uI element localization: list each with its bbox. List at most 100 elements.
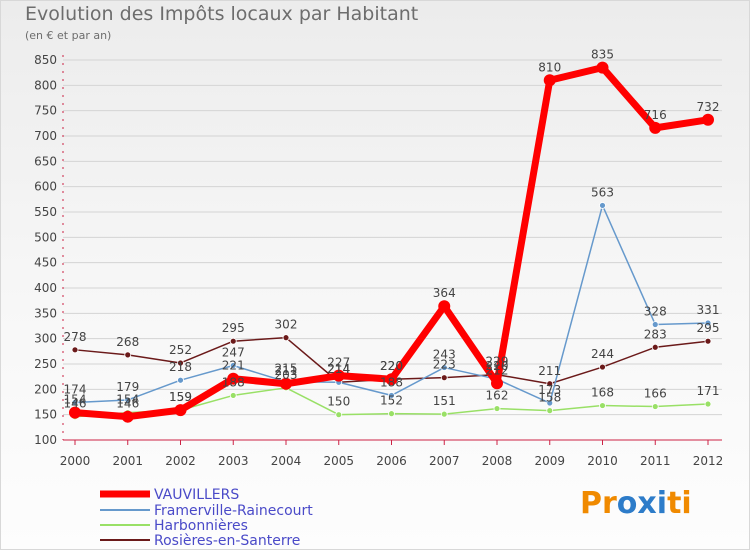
x-tick-label: 2009 — [534, 454, 565, 468]
data-point-vauvillers — [174, 404, 187, 417]
proxiti-logo: Proxiti — [580, 486, 692, 521]
legend-label: Framerville-Rainecourt — [154, 503, 313, 519]
data-point-framerville-rainecourt — [704, 319, 712, 327]
data-point-rosieres-en-santerre — [282, 334, 290, 342]
x-tick-label: 2007 — [429, 454, 460, 468]
data-label-rosieres-en-santerre: 244 — [591, 347, 614, 361]
data-label-vauvillers: 212 — [486, 363, 509, 377]
data-label-rosieres-en-santerre: 229 — [486, 355, 509, 369]
data-label-harbonnieres: 154 — [116, 393, 139, 407]
x-tick-label: 2008 — [482, 454, 513, 468]
data-point-rosieres-en-santerre — [229, 337, 237, 345]
data-label-framerville-rainecourt: 220 — [486, 359, 509, 373]
data-point-framerville-rainecourt — [651, 321, 659, 328]
y-tick-label: 100 — [34, 433, 57, 447]
data-point-framerville-rainecourt — [599, 202, 606, 209]
x-tick-label: 2002 — [165, 454, 196, 468]
x-tick-label: 2012 — [693, 454, 724, 468]
y-tick-label: 700 — [34, 129, 57, 143]
data-label-framerville-rainecourt: 188 — [380, 375, 403, 389]
legend-label: VAUVILLERS — [154, 487, 239, 503]
data-point-vauvillers — [280, 377, 292, 390]
data-point-vauvillers — [332, 369, 345, 382]
data-point-harbonnieres — [335, 411, 343, 419]
data-point-framerville-rainecourt — [177, 376, 184, 384]
x-tick-label: 2000 — [60, 454, 91, 468]
data-label-harbonnieres: 188 — [222, 375, 245, 389]
data-point-rosieres-en-santerre — [440, 374, 448, 382]
y-tick-label: 650 — [34, 154, 57, 168]
legend-label: Harbonnières — [154, 518, 248, 534]
data-label-framerville-rainecourt: 328 — [644, 304, 667, 318]
data-label-rosieres-en-santerre: 302 — [275, 318, 298, 332]
y-tick-label: 750 — [34, 104, 57, 118]
data-label-vauvillers: 220 — [380, 359, 403, 373]
data-point-rosieres-en-santerre — [599, 363, 606, 371]
data-point-vauvillers — [69, 406, 81, 419]
data-label-vauvillers: 221 — [222, 359, 245, 373]
y-tick-label: 300 — [34, 332, 57, 346]
data-label-framerville-rainecourt: 218 — [169, 360, 192, 374]
data-label-framerville-rainecourt: 215 — [275, 362, 298, 376]
data-point-harbonnieres — [440, 410, 448, 418]
data-point-harbonnieres — [493, 405, 501, 412]
data-label-rosieres-en-santerre: 295 — [222, 321, 245, 335]
data-label-harbonnieres: 166 — [644, 387, 667, 401]
data-point-rosieres-en-santerre — [651, 343, 659, 351]
data-point-framerville-rainecourt — [440, 364, 448, 371]
data-point-harbonnieres — [388, 410, 395, 418]
data-label-harbonnieres: 158 — [538, 391, 561, 405]
y-tick-label: 500 — [34, 230, 57, 244]
data-label-harbonnieres: 146 — [64, 397, 87, 411]
x-tick-label: 2003 — [218, 454, 249, 468]
data-label-framerville-rainecourt: 179 — [116, 380, 139, 394]
data-label-harbonnieres: 168 — [591, 386, 614, 400]
logo-letter: o — [616, 486, 638, 521]
data-label-framerville-rainecourt: 173 — [538, 383, 561, 397]
data-point-harbonnieres — [546, 407, 554, 415]
data-label-vauvillers: 211 — [275, 364, 298, 378]
data-label-rosieres-en-santerre: 295 — [697, 321, 720, 335]
data-point-harbonnieres — [704, 400, 712, 408]
data-label-vauvillers: 154 — [64, 393, 87, 407]
legend-label: Rosières-en-Santerre — [154, 533, 300, 549]
data-label-vauvillers: 227 — [327, 356, 350, 370]
chart-subtitle: (en € et par an) — [25, 29, 112, 42]
data-point-rosieres-en-santerre — [177, 359, 184, 367]
x-tick-label: 2001 — [112, 454, 143, 468]
data-label-vauvillers: 364 — [433, 286, 456, 300]
data-label-vauvillers: 732 — [697, 100, 720, 114]
data-point-vauvillers — [438, 300, 451, 313]
logo-letter: x — [637, 486, 657, 521]
data-point-rosieres-en-santerre — [546, 380, 554, 388]
data-label-vauvillers: 716 — [644, 108, 667, 122]
data-point-rosieres-en-santerre — [704, 337, 712, 345]
y-tick-label: 150 — [34, 408, 57, 422]
data-label-harbonnieres: 151 — [433, 394, 456, 408]
y-tick-label: 350 — [34, 306, 57, 320]
chart-title: Evolution des Impôts locaux par Habitant — [25, 3, 419, 25]
data-point-rosieres-en-santerre — [124, 351, 132, 359]
x-tick-label: 2004 — [271, 454, 302, 468]
data-label-harbonnieres: 152 — [380, 394, 403, 408]
y-tick-label: 850 — [34, 53, 57, 67]
y-tick-label: 200 — [34, 382, 57, 396]
logo-letter: i — [656, 486, 668, 521]
data-label-rosieres-en-santerre: 268 — [116, 335, 139, 349]
data-label-rosieres-en-santerre: 214 — [327, 362, 350, 376]
data-label-framerville-rainecourt: 214 — [327, 362, 350, 376]
data-label-rosieres-en-santerre: 283 — [644, 327, 667, 341]
data-label-vauvillers: 159 — [169, 390, 192, 404]
data-point-vauvillers — [649, 121, 662, 134]
logo-letter: i — [681, 486, 692, 521]
logo-letter: P — [580, 486, 602, 521]
data-label-framerville-rainecourt: 331 — [697, 303, 720, 317]
data-label-framerville-rainecourt: 174 — [64, 383, 87, 397]
data-point-vauvillers — [543, 74, 556, 87]
data-point-framerville-rainecourt — [71, 399, 79, 406]
data-label-rosieres-en-santerre: 211 — [538, 364, 561, 378]
data-point-rosieres-en-santerre — [71, 346, 79, 354]
data-point-framerville-rainecourt — [546, 399, 554, 407]
data-label-harbonnieres: 171 — [697, 384, 720, 398]
